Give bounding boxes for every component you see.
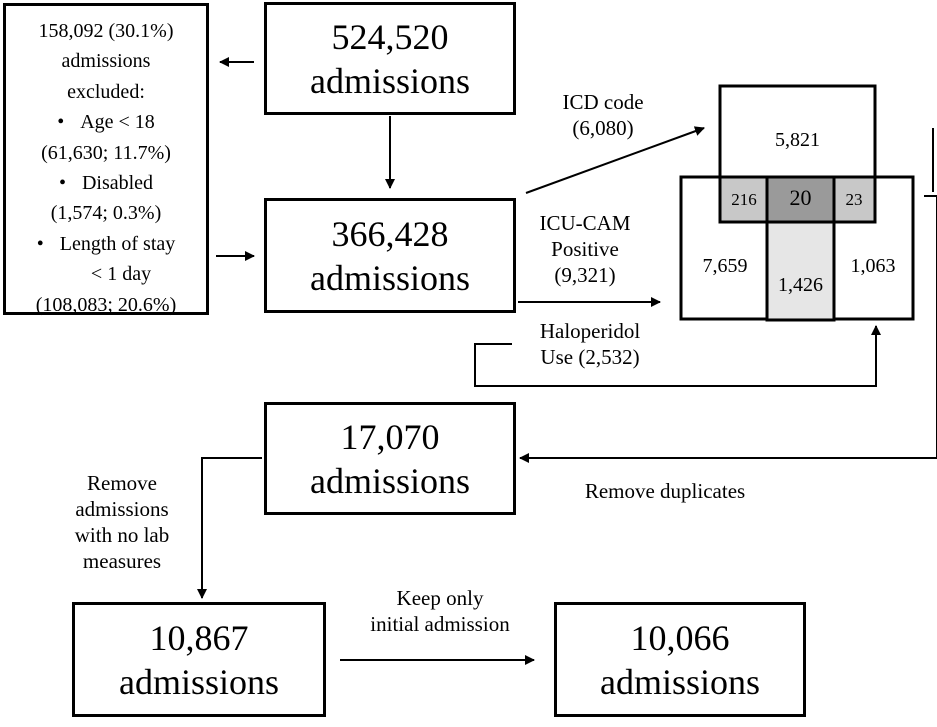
venn-all-three: 20 <box>789 185 812 210</box>
box-524520: 524,520 admissions <box>264 2 516 115</box>
venn-halo-only: 1,063 <box>850 255 896 277</box>
box-366428-count: 366,428 <box>331 213 449 254</box>
arrow-icd <box>525 126 705 194</box>
exclusion-line-2: admissions <box>61 50 151 73</box>
exclusion-box: 158,092 (30.1%) admissions excluded: Age… <box>3 3 209 316</box>
label-keep-initial: Keep only initial admission <box>350 585 530 637</box>
venn-icd-only: 5,821 <box>775 129 820 151</box>
exclusion-count: 158,092 (30.1%) <box>38 20 174 42</box>
label-keep-initial-1: Keep only <box>396 586 484 610</box>
exclusion-line-3: excluded: <box>67 80 145 103</box>
box-366428-unit: admissions <box>309 257 470 298</box>
venn-haloperidol-shade <box>769 224 832 318</box>
exclusion-los-2: < 1 day <box>90 263 152 286</box>
label-haloperidol-count: Use (2,532) <box>540 345 640 369</box>
exclusion-age: Age < 18 <box>6 107 206 137</box>
label-remove-duplicates: Remove duplicates <box>584 479 746 503</box>
exclusion-age-detail: (61,630; 11.7%) <box>41 141 171 164</box>
label-icu-cam-sub: Positive <box>551 237 619 261</box>
exclusion-los-detail: (108,083; 20.6%) <box>35 293 177 316</box>
box-10066: 10,066 admissions <box>554 602 806 717</box>
label-remove-no-lab-2: admissions <box>75 497 169 521</box>
label-icd-count: (6,080) <box>572 116 634 140</box>
box-10066-unit: admissions <box>599 661 760 702</box>
venn-icd-cam: 216 <box>731 190 757 209</box>
arrow-haloperidol <box>474 325 881 387</box>
box-10867-unit: admissions <box>118 661 279 702</box>
box-17070-count: 17,070 <box>340 416 440 457</box>
venn-cam-only: 7,659 <box>702 255 748 277</box>
box-10867: 10,867 admissions <box>72 602 326 717</box>
exclusion-disabled: Disabled <box>6 168 206 198</box>
label-remove-no-lab: Remove admissions with no lab measures <box>52 470 192 574</box>
venn-icd-halo: 23 <box>845 190 863 209</box>
box-524520-count: 524,520 <box>331 16 449 57</box>
label-remove-no-lab-3: with no lab <box>74 523 170 547</box>
label-remove-no-lab-1: Remove <box>87 471 157 495</box>
label-icu-cam-title: ICU-CAM <box>539 211 631 235</box>
label-haloperidol-title: Haloperidol <box>539 319 641 343</box>
label-icu-cam: ICU-CAM Positive (9,321) <box>520 210 650 288</box>
label-icu-cam-count: (9,321) <box>554 263 616 287</box>
box-17070-unit: admissions <box>309 460 470 501</box>
arrow-to-10867 <box>197 457 262 599</box>
venn-triple-overlap <box>765 175 836 224</box>
label-remove-no-lab-4: measures <box>82 549 162 573</box>
box-524520-unit: admissions <box>309 60 470 101</box>
box-17070: 17,070 admissions <box>264 402 516 515</box>
venn-cam-halo: 1,426 <box>778 274 823 296</box>
exclusion-los: Length of stay <box>6 229 206 259</box>
label-keep-initial-2: initial admission <box>370 612 510 636</box>
label-icd-title: ICD code <box>562 90 644 114</box>
box-10867-count: 10,867 <box>149 617 249 658</box>
exclusion-disabled-detail: (1,574; 0.3%) <box>50 202 162 225</box>
box-10066-count: 10,066 <box>630 617 730 658</box>
label-icd: ICD code (6,080) <box>548 89 658 141</box>
label-haloperidol: Haloperidol Use (2,532) <box>515 318 665 370</box>
box-366428: 366,428 admissions <box>264 198 516 313</box>
